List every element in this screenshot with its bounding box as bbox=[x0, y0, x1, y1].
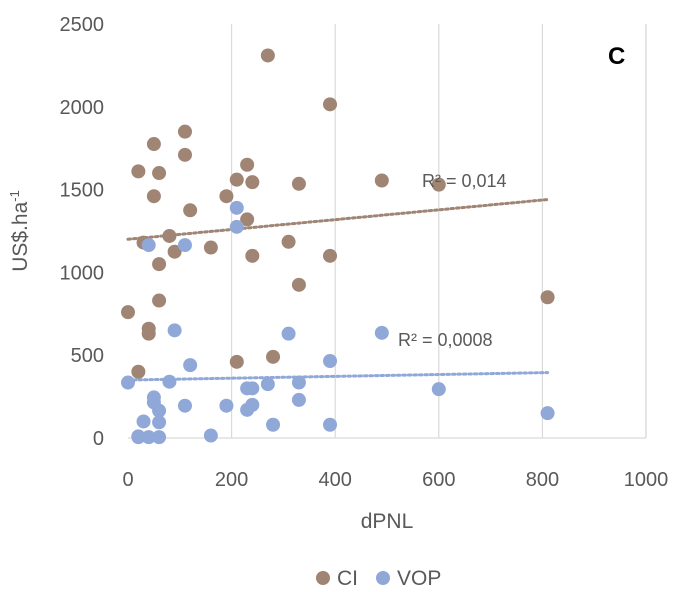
point-vop bbox=[540, 406, 555, 421]
point-vop bbox=[141, 430, 156, 445]
r2-label-vop: R² = 0,0008 bbox=[398, 330, 493, 350]
point-vop bbox=[152, 415, 167, 430]
data-points bbox=[121, 48, 555, 445]
point-ci bbox=[229, 172, 244, 187]
point-ci bbox=[203, 240, 218, 255]
legend-marker-ci bbox=[316, 571, 330, 585]
point-ci bbox=[281, 234, 296, 249]
x-tick-label: 200 bbox=[215, 469, 248, 491]
y-tick-label: 1500 bbox=[60, 180, 105, 202]
point-vop bbox=[121, 375, 135, 390]
point-ci bbox=[260, 48, 275, 63]
point-vop bbox=[177, 398, 192, 413]
point-vop bbox=[245, 381, 260, 396]
point-ci bbox=[245, 248, 260, 263]
point-ci bbox=[266, 349, 281, 364]
point-vop bbox=[152, 403, 167, 418]
point-ci bbox=[141, 326, 156, 341]
x-tick-label: 1000 bbox=[624, 469, 669, 491]
y-axis-title-superscript: -1 bbox=[7, 190, 22, 202]
point-vop bbox=[323, 353, 338, 368]
point-vop bbox=[229, 219, 244, 234]
point-ci bbox=[177, 124, 192, 139]
y-tick-label: 0 bbox=[93, 428, 104, 450]
point-ci bbox=[162, 228, 177, 243]
point-vop bbox=[136, 414, 151, 429]
point-ci bbox=[323, 248, 338, 263]
point-vop bbox=[323, 417, 338, 432]
legend: CI VOP bbox=[316, 567, 441, 590]
point-vop bbox=[245, 397, 260, 412]
r2-label-ci: R² = 0,014 bbox=[422, 171, 507, 191]
point-vop bbox=[177, 238, 192, 253]
point-ci bbox=[146, 189, 161, 204]
point-ci bbox=[431, 177, 446, 192]
point-ci bbox=[152, 257, 167, 272]
point-ci bbox=[219, 189, 234, 204]
point-ci bbox=[240, 212, 255, 227]
point-vop bbox=[131, 430, 146, 445]
legend-label-vop: VOP bbox=[397, 567, 441, 590]
trendlines bbox=[126, 198, 550, 382]
point-vop bbox=[266, 417, 281, 432]
legend-marker-vop bbox=[376, 571, 390, 585]
y-axis-title: US$.ha-1 bbox=[7, 190, 32, 272]
x-tick-label: 600 bbox=[422, 469, 455, 491]
y-tick-label: 1000 bbox=[60, 262, 105, 284]
point-ci bbox=[240, 157, 255, 172]
point-vop bbox=[183, 358, 198, 373]
point-ci bbox=[152, 293, 167, 308]
point-ci bbox=[177, 147, 192, 162]
trendline-ci bbox=[126, 198, 550, 241]
point-vop bbox=[374, 325, 389, 340]
point-vop bbox=[291, 375, 306, 390]
point-vop bbox=[162, 374, 177, 389]
x-tick-label: 0 bbox=[122, 469, 133, 491]
legend-label-ci: CI bbox=[337, 567, 358, 590]
point-ci bbox=[291, 277, 306, 292]
point-vop bbox=[152, 430, 167, 445]
point-ci bbox=[374, 173, 389, 188]
point-ci bbox=[540, 290, 555, 305]
point-vop bbox=[203, 428, 218, 443]
point-vop bbox=[281, 326, 296, 341]
point-ci bbox=[152, 166, 167, 181]
point-ci bbox=[131, 364, 146, 379]
point-vop bbox=[167, 323, 182, 338]
y-axis-title-main: US$.ha bbox=[9, 201, 32, 271]
point-ci bbox=[146, 137, 161, 152]
x-tick-label: 400 bbox=[319, 469, 352, 491]
y-tick-label: 2500 bbox=[60, 14, 105, 36]
y-tick-label: 500 bbox=[71, 345, 104, 367]
point-vop bbox=[291, 392, 306, 407]
x-axis-title: dPNL bbox=[361, 510, 414, 533]
point-ci bbox=[229, 354, 244, 369]
point-ci bbox=[183, 203, 198, 218]
trendline-vop bbox=[126, 371, 550, 382]
x-tick-label: 800 bbox=[526, 469, 559, 491]
point-ci bbox=[291, 176, 306, 191]
point-ci bbox=[131, 164, 146, 179]
point-ci bbox=[121, 305, 135, 320]
point-vop bbox=[141, 238, 156, 253]
x-tick-labels: 0 200 400 600 800 1000 bbox=[122, 469, 668, 491]
point-ci bbox=[323, 97, 338, 112]
y-tick-label: 2000 bbox=[60, 97, 105, 119]
point-vop bbox=[229, 200, 244, 215]
point-vop bbox=[260, 377, 275, 392]
point-vop bbox=[219, 398, 234, 413]
panel-label: C bbox=[608, 43, 625, 70]
point-ci bbox=[167, 244, 182, 259]
point-ci bbox=[245, 175, 260, 190]
point-vop bbox=[431, 382, 446, 397]
y-tick-labels: 0 500 1000 1500 2000 2500 bbox=[60, 14, 105, 450]
